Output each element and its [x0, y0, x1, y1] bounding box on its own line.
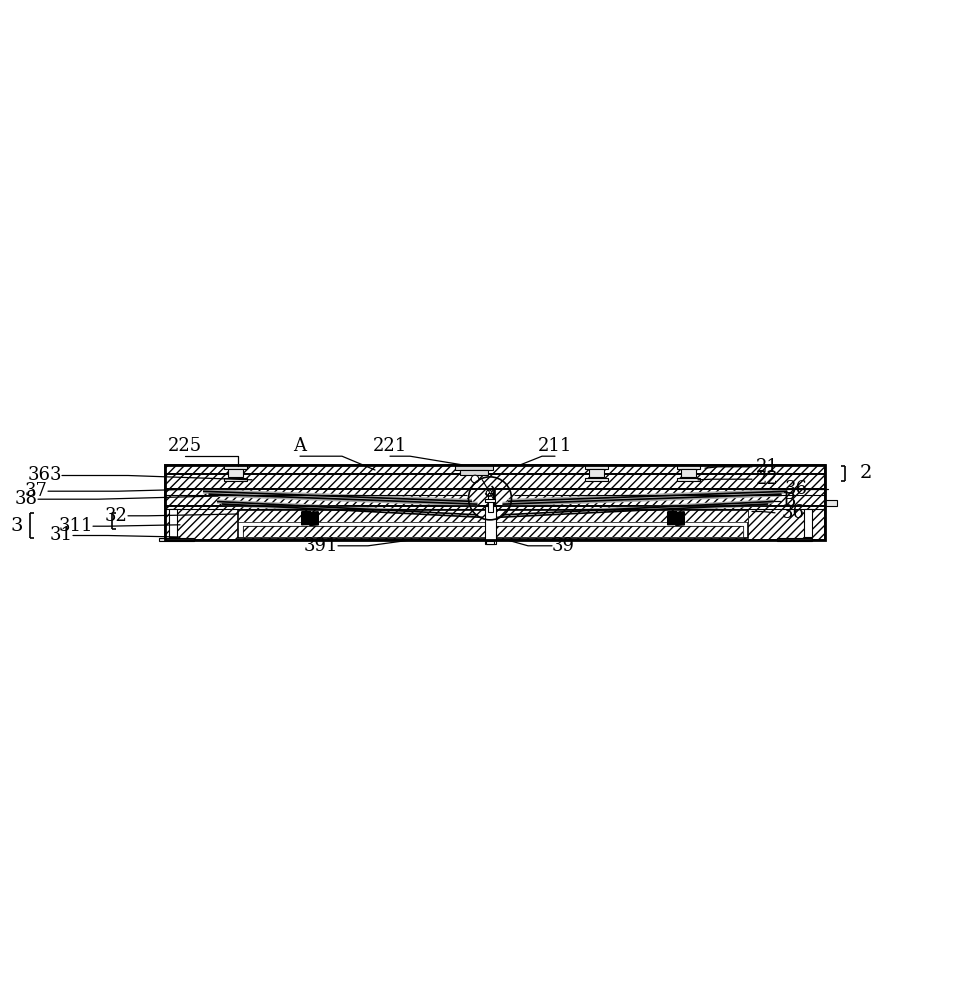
Bar	[223, 478, 246, 481]
Bar	[165, 488, 495, 506]
Text: 2: 2	[860, 464, 873, 482]
Bar	[165, 464, 825, 540]
Text: 37: 37	[25, 482, 48, 500]
Text: 225: 225	[168, 437, 202, 455]
Text: 36: 36	[782, 504, 805, 522]
Bar	[223, 464, 246, 469]
Text: 363: 363	[28, 466, 62, 485]
Circle shape	[471, 475, 479, 483]
Bar	[243, 526, 743, 536]
Bar	[165, 474, 825, 488]
Text: 31: 31	[50, 526, 73, 544]
Bar	[165, 488, 495, 506]
Text: 391: 391	[303, 537, 338, 555]
Bar	[165, 464, 825, 474]
Text: 36: 36	[785, 480, 808, 498]
Text: B: B	[782, 492, 795, 510]
Bar	[165, 506, 825, 540]
Text: A: A	[293, 437, 307, 455]
Bar	[243, 526, 743, 536]
Bar	[158, 538, 194, 540]
Bar	[243, 526, 743, 536]
Text: 32: 32	[105, 507, 128, 525]
Bar	[495, 488, 825, 506]
Text: 38: 38	[15, 490, 38, 508]
Bar	[825, 500, 836, 506]
Text: 3: 3	[11, 517, 23, 535]
Bar	[169, 509, 177, 537]
Bar	[165, 464, 825, 474]
Bar	[589, 469, 604, 478]
Bar	[227, 469, 243, 478]
Text: 211: 211	[538, 437, 573, 455]
Bar	[460, 470, 488, 475]
Bar	[484, 506, 496, 544]
Bar	[238, 510, 748, 538]
Bar	[165, 474, 825, 488]
Text: 311: 311	[58, 517, 93, 535]
Bar	[676, 478, 699, 481]
Bar	[486, 540, 494, 544]
Bar	[585, 478, 608, 481]
Bar	[487, 493, 493, 512]
Bar	[165, 506, 825, 540]
Bar	[238, 510, 748, 522]
Bar	[804, 509, 812, 537]
Bar	[681, 469, 695, 478]
Text: 39: 39	[552, 537, 575, 555]
Bar	[585, 464, 608, 469]
Text: 21: 21	[756, 458, 779, 476]
Bar	[495, 488, 825, 506]
Text: 22: 22	[756, 470, 779, 488]
Bar	[238, 510, 748, 522]
Text: 221: 221	[373, 437, 408, 455]
Bar	[676, 464, 699, 469]
Bar	[777, 538, 811, 540]
Bar	[485, 499, 495, 502]
Circle shape	[486, 490, 492, 496]
Bar	[455, 464, 493, 470]
